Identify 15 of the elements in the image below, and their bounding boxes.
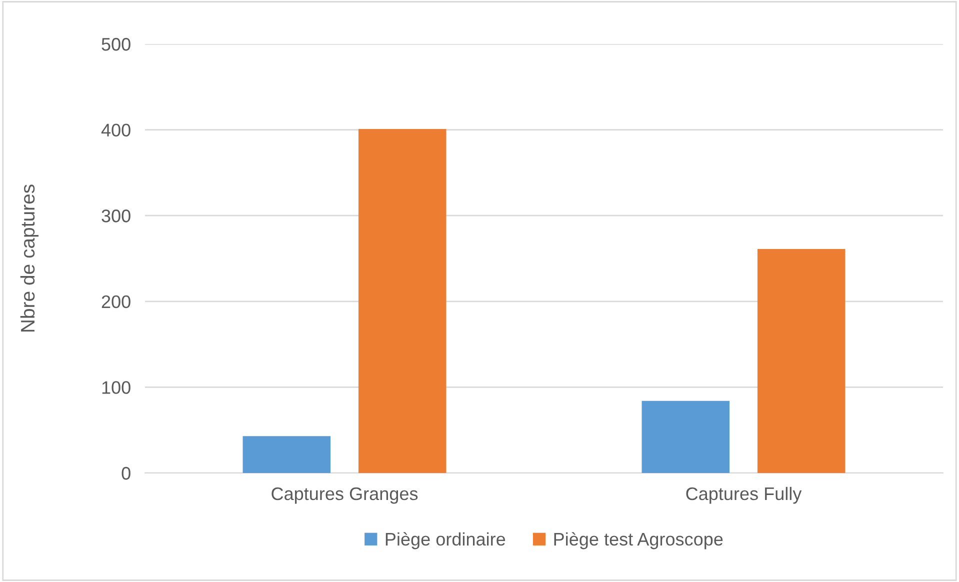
legend-label: Piège test Agroscope bbox=[554, 532, 723, 550]
y-tick-label: 400 bbox=[101, 124, 130, 137]
x-tick-label: Captures Fully bbox=[686, 486, 802, 504]
y-axis-title: Nbre de captures bbox=[20, 184, 38, 332]
y-tick-label: 100 bbox=[102, 381, 130, 394]
x-tick-label: Captures Granges bbox=[272, 487, 418, 504]
y-tick-label: 200 bbox=[102, 295, 130, 308]
bar bbox=[757, 249, 846, 473]
y-tick-label: 300 bbox=[102, 210, 130, 222]
bar bbox=[242, 436, 331, 473]
y-tick-label: 500 bbox=[102, 38, 130, 51]
bar bbox=[642, 400, 730, 473]
legend-label: Piège ordinaire bbox=[386, 532, 506, 550]
y-tick-label: 0 bbox=[122, 466, 130, 480]
bar bbox=[358, 128, 446, 473]
